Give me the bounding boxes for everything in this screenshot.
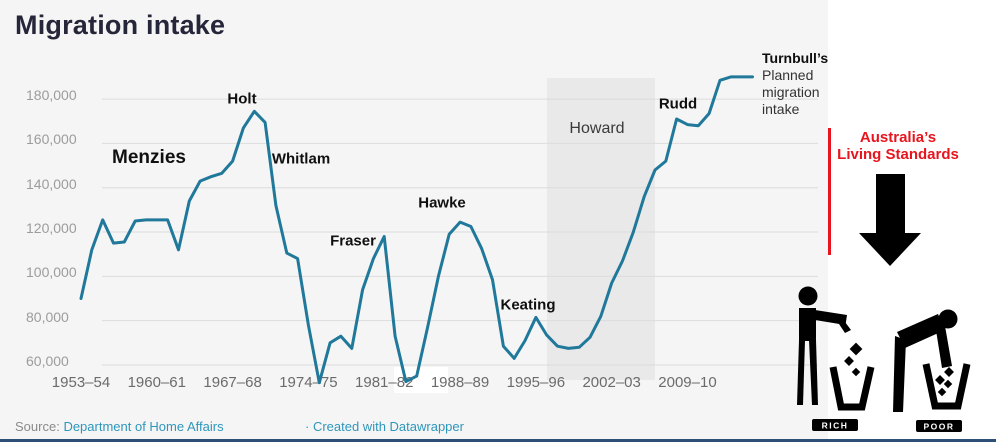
poor-figure-leg (893, 336, 906, 412)
annotation-keating: Keating (500, 296, 556, 314)
y-tick-label: 120,000 (26, 220, 77, 237)
rich-figure-leg (809, 340, 818, 405)
y-tick-label: 80,000 (26, 308, 69, 325)
y-tick-label: 160,000 (26, 131, 77, 148)
poor-figure-head (938, 309, 958, 329)
y-tick-label: 180,000 (26, 87, 77, 104)
y-tick-label: 60,000 (26, 353, 69, 369)
y-tick-label: 100,000 (26, 264, 77, 281)
annotation-rudd: Rudd (658, 95, 698, 113)
turnbull-annotation-line: migration (762, 84, 820, 100)
bottom-border-bar (0, 439, 996, 442)
annotation-holt: Holt (227, 90, 257, 108)
litter-piece (851, 367, 861, 377)
litter-piece (937, 387, 947, 397)
rich-figure-leg (797, 340, 805, 405)
rich-figure-hand (839, 318, 851, 333)
red-divider-line (828, 128, 831, 255)
annotation-menzies: Menzies (112, 147, 186, 168)
annotation-whitlam: Whitlam (271, 150, 331, 168)
poor-litter-icon: POOR (893, 309, 971, 432)
turnbull-annotation-line: intake (762, 101, 800, 117)
poor-bin (922, 363, 971, 410)
source-prefix: Source: (15, 419, 60, 434)
poor-figure-torso (897, 314, 945, 348)
rich-label-plate (812, 419, 858, 431)
rich-figure-head (798, 286, 818, 306)
litter-piece (943, 379, 953, 389)
living-standards-heading-line1: Australia’s (859, 129, 937, 146)
rich-figure-arm (815, 310, 847, 325)
living-standards-heading: Australia’s Living Standards (820, 129, 976, 163)
rich-litter-icon: RICH (797, 286, 875, 431)
chart-title: Migration intake (15, 10, 226, 40)
rich-bin (829, 366, 875, 411)
annotation-fraser: Fraser (330, 232, 376, 250)
living-standards-heading-line2: Living Standards (837, 146, 959, 163)
annotation-howard: Howard (569, 120, 625, 137)
poor-label-plate (916, 420, 962, 432)
source-link[interactable]: Department of Home Affairs (63, 419, 224, 434)
poor-figure-hand (944, 367, 954, 377)
poor-label: POOR (923, 422, 954, 432)
turnbull-annotation: Turnbull’s Planned migration intake (762, 50, 828, 118)
rich-label: RICH (822, 421, 849, 431)
source-row: Source: Department of Home Affairs (15, 419, 224, 434)
attribution-row: · Created with Datawrapper (305, 419, 464, 434)
turnbull-annotation-line: Turnbull’s (762, 50, 829, 66)
datawrapper-link[interactable]: · Created with Datawrapper (305, 419, 464, 434)
litter-piece (935, 375, 945, 385)
migration-chart: Migration intake 60,000 80,000 100,000 120,… (15, 10, 829, 434)
x-tick-label: 2009–10 (658, 374, 717, 391)
down-arrow-icon-head (859, 233, 921, 266)
y-tick-label: 140,000 (26, 175, 77, 192)
turnbull-annotation-line: Planned (762, 67, 814, 83)
litter-piece (844, 356, 854, 366)
down-arrow-icon (876, 174, 905, 234)
litter-piece (849, 342, 863, 356)
annotation-hawke: Hawke (418, 194, 466, 212)
poor-figure-arm (935, 324, 952, 368)
rich-figure-torso (799, 308, 816, 341)
